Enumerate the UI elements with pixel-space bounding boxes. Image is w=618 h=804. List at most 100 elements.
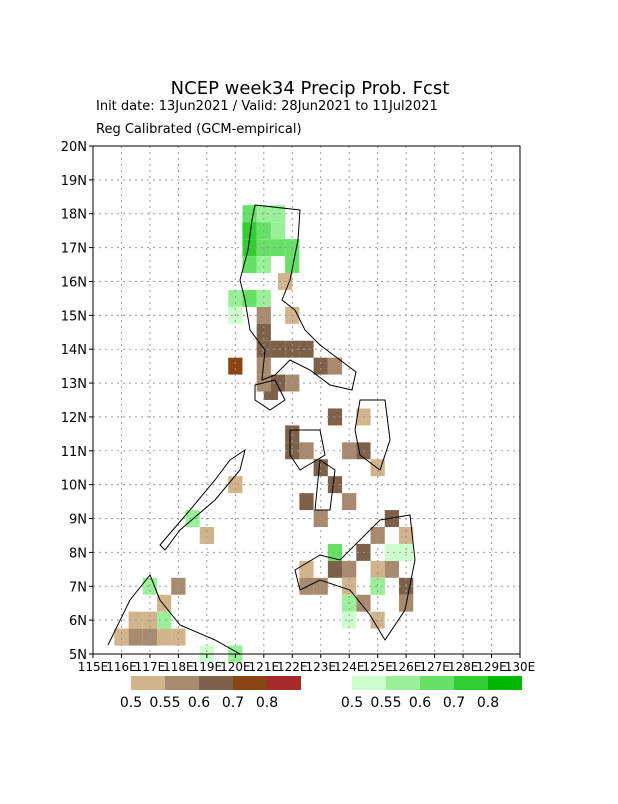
cell [342,560,357,578]
cell [327,357,343,375]
y-tick-label: 18N [61,208,87,223]
cell [299,340,314,358]
cell [256,289,271,307]
cell [299,442,314,460]
y-tick-label: 9N [69,513,87,528]
x-tick-label: 119E [192,660,223,674]
legend-swatch [199,676,233,690]
coastline [107,204,416,655]
cell [270,239,286,257]
chart-note: Reg Calibrated (GCM-empirical) [96,122,302,137]
grid: 115E116E117E118E119E120E121E122E123E124E… [61,140,536,674]
x-tick-label: 122E [277,660,308,674]
cell [270,222,286,240]
y-tick-label: 10N [61,479,87,494]
cell [342,442,357,460]
cell [384,560,400,578]
y-tick-label: 14N [61,343,87,358]
coast [159,448,246,551]
legend: 0.5 0.55 0.6 0.7 0.8 0.5 0.55 0.6 0.7 0.8 [120,676,522,711]
legend-swatch [233,676,267,690]
legend-swatch [454,676,488,690]
cell [228,476,243,494]
x-tick-label: 126E [391,660,422,674]
cell [370,527,385,544]
legend-swatch [386,676,420,690]
x-tick-label: 120E [220,660,251,674]
cell [285,425,300,443]
legend-label: 0.55 [149,695,180,711]
legend-label: 0.8 [477,695,499,711]
x-tick-label: 123E [305,660,336,674]
cell [128,628,143,646]
y-tick-label: 15N [61,309,87,324]
cell [157,628,172,646]
y-tick-label: 16N [61,275,87,290]
legend-label: 0.7 [443,695,465,711]
cell [270,205,286,223]
cell [313,577,328,595]
y-tick-label: 11N [61,445,87,460]
legend-swatch [267,676,301,690]
coast [254,379,286,411]
chart-subtitle: Init date: 13Jun2021 / Valid: 28Jun2021 … [96,99,438,114]
cell [242,289,257,307]
coast [314,459,336,511]
legend-label: 0.5 [120,695,142,711]
x-tick-label: 121E [249,660,280,674]
x-tick-label: 129E [476,660,507,674]
legend-swatch [165,676,199,690]
y-tick-label: 6N [69,614,87,629]
cell [228,289,243,307]
legend-swatch [420,676,454,690]
y-tick-label: 13N [61,377,87,392]
coast [239,204,357,391]
cell [142,577,158,595]
y-tick-label: 12N [61,411,87,426]
cell [356,594,371,612]
legend-swatch [488,676,522,690]
cell [142,628,158,646]
cell [285,256,300,273]
cell [384,510,400,527]
legend-label: 0.8 [256,695,278,711]
coast [107,574,241,655]
legend-label: 0.7 [222,695,244,711]
cell [157,594,172,612]
cell [384,543,400,561]
cell [270,340,286,358]
legend-swatch [352,676,386,690]
y-tick-label: 5N [69,648,87,663]
x-tick-label: 125E [362,660,393,674]
cell [342,577,357,595]
cell [313,459,328,477]
x-tick-label: 130E [505,660,536,674]
cell [242,222,257,240]
cell [313,357,328,375]
y-tick-label: 8N [69,546,87,561]
cell [256,256,271,273]
cell [399,527,414,544]
cell [114,628,129,646]
legend-swatch [131,676,165,690]
y-tick-label: 19N [61,174,87,189]
cell [242,256,257,273]
coast [289,429,326,471]
legend-label: 0.5 [341,695,363,711]
legend-label: 0.55 [370,695,401,711]
cell [228,357,243,375]
cell [199,527,214,544]
x-tick-label: 118E [163,660,194,674]
coast [294,514,416,641]
cell [256,239,271,257]
legend-label: 0.6 [188,695,210,711]
y-tick-label: 7N [69,580,87,595]
chart-title: NCEP week34 Precip Prob. Fcst [171,78,450,99]
cell [370,577,385,595]
y-tick-label: 17N [61,242,87,257]
x-tick-label: 116E [106,660,137,674]
cell [327,560,343,578]
cell [299,493,314,511]
coast [354,399,391,471]
